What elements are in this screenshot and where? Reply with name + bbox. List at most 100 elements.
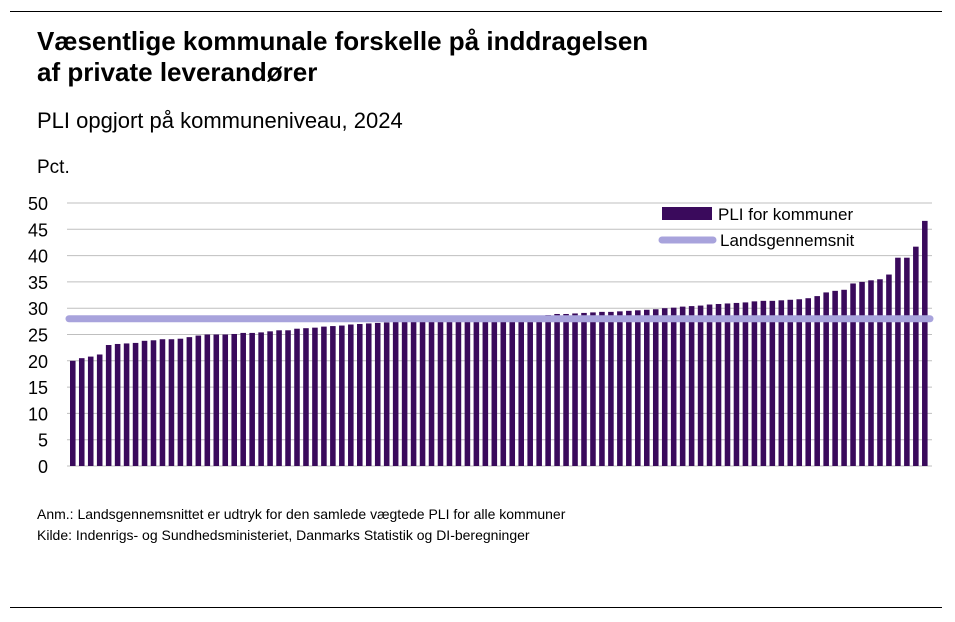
bar-kommune-71: [697, 305, 704, 466]
y-axis-ticks: 0 5 10 15 20 25 30 35 40 45 50: [28, 194, 48, 477]
bottom-rule: [10, 607, 942, 608]
bar-kommune-64: [635, 310, 641, 466]
bar-kommune-77: [751, 301, 758, 466]
bar-kommune-92: [886, 274, 892, 466]
bar-kommune-21: [249, 332, 255, 466]
bar-kommune-62: [617, 311, 623, 466]
y-tick-label: 0: [38, 457, 48, 477]
y-tick-label: 10: [28, 404, 48, 424]
bar-kommune-57: [572, 313, 578, 466]
bar-kommune-83: [805, 298, 811, 466]
y-tick-label: 40: [28, 247, 48, 267]
bar-kommune-10: [150, 340, 157, 466]
bar-kommune-13: [177, 338, 184, 466]
bar-kommune-11: [159, 339, 166, 466]
y-axis-unit-label: Pct.: [37, 157, 70, 178]
y-tick-label: 45: [28, 220, 48, 240]
bar-kommune-14: [186, 337, 193, 466]
bar-kommune-51: [518, 317, 524, 466]
bar-kommune-5: [105, 345, 112, 466]
bar-kommune-67: [661, 308, 668, 466]
bar-kommune-4: [96, 354, 103, 466]
bar-kommune-18: [222, 334, 229, 466]
bar-kommune-94: [904, 257, 910, 466]
bar-kommune-34: [365, 323, 372, 466]
y-tick-label: 20: [28, 352, 48, 372]
bar-kommune-81: [787, 299, 794, 466]
bar-kommune-76: [742, 302, 749, 466]
bar-kommune-26: [294, 328, 300, 466]
bar-kommune-66: [652, 309, 659, 466]
y-tick-label: 35: [28, 273, 48, 293]
bar-kommune-90: [868, 280, 874, 466]
bar-kommune-65: [644, 309, 650, 466]
chart-title: Væsentlige kommunale forskelle på inddra…: [37, 26, 648, 88]
bar-kommune-31: [339, 325, 345, 466]
bar-kommune-46: [473, 319, 480, 466]
bar-kommune-25: [285, 330, 291, 466]
bar-kommune-82: [796, 299, 803, 466]
bar-kommune-22: [258, 332, 264, 466]
bar-kommune-42: [437, 320, 444, 466]
bar-kommune-3: [87, 356, 94, 466]
bar-kommune-96: [922, 220, 928, 466]
bar-kommune-91: [877, 279, 883, 466]
bar-kommune-80: [778, 300, 785, 466]
bar-kommune-27: [303, 328, 309, 466]
chart-title-line-1: Væsentlige kommunale forskelle på inddra…: [37, 26, 649, 56]
bar-kommune-74: [724, 303, 731, 466]
bar-kommune-52: [527, 317, 533, 466]
bar-kommune-75: [733, 302, 740, 466]
bar-kommune-7: [123, 343, 130, 466]
bar-kommune-49: [500, 318, 507, 466]
bar-kommune-45: [464, 319, 471, 466]
bar-kommune-19: [231, 333, 237, 466]
pli-bar-chart: 0 5 10 15 20 25 30 35 40 45 50 PLI for kommuner La…: [28, 194, 934, 477]
bar-kommune-28: [312, 327, 318, 466]
bar-kommune-44: [455, 319, 462, 466]
bar-kommune-69: [679, 306, 686, 466]
bar-kommune-85: [823, 292, 829, 466]
bars: [70, 220, 928, 466]
bar-kommune-39: [410, 320, 417, 466]
bar-kommune-86: [832, 290, 838, 466]
bar-kommune-16: [204, 334, 211, 466]
bar-kommune-6: [114, 343, 121, 466]
y-tick-label: 30: [28, 299, 48, 319]
bar-kommune-29: [321, 326, 327, 466]
legend-label-pli: PLI for kommuner: [718, 205, 853, 224]
bar-kommune-20: [240, 332, 246, 466]
bar-kommune-40: [419, 320, 426, 466]
bar-kommune-84: [814, 296, 820, 466]
y-tick-label: 15: [28, 378, 48, 398]
bar-kommune-72: [706, 304, 713, 466]
bar-kommune-47: [482, 318, 489, 466]
bar-kommune-43: [446, 319, 453, 466]
bar-kommune-60: [599, 311, 605, 466]
bar-kommune-54: [545, 315, 551, 466]
bar-kommune-50: [509, 318, 516, 466]
bar-kommune-17: [213, 334, 220, 466]
legend-swatch-pli: [662, 207, 712, 220]
top-rule: [10, 11, 942, 12]
bar-kommune-53: [536, 315, 542, 466]
note-source: Kilde: Indenrigs- og Sundhedsministeriet…: [37, 527, 530, 543]
bar-kommune-63: [626, 310, 632, 466]
bar-kommune-79: [769, 300, 776, 466]
bar-kommune-30: [330, 326, 336, 466]
bar-kommune-68: [670, 307, 677, 466]
bar-kommune-15: [195, 335, 202, 466]
bar-kommune-41: [428, 320, 435, 466]
bar-kommune-70: [688, 306, 695, 466]
bar-kommune-48: [491, 318, 498, 466]
bar-kommune-24: [276, 330, 282, 466]
bar-kommune-8: [132, 342, 139, 466]
bar-kommune-73: [715, 303, 722, 466]
legend-label-average: Landsgennemsnit: [720, 231, 854, 250]
bar-kommune-87: [841, 289, 847, 466]
bar-kommune-88: [850, 283, 856, 466]
bar-kommune-2: [78, 358, 85, 466]
bar-kommune-78: [760, 300, 767, 466]
bar-kommune-1: [70, 360, 76, 466]
bar-kommune-9: [141, 340, 148, 466]
